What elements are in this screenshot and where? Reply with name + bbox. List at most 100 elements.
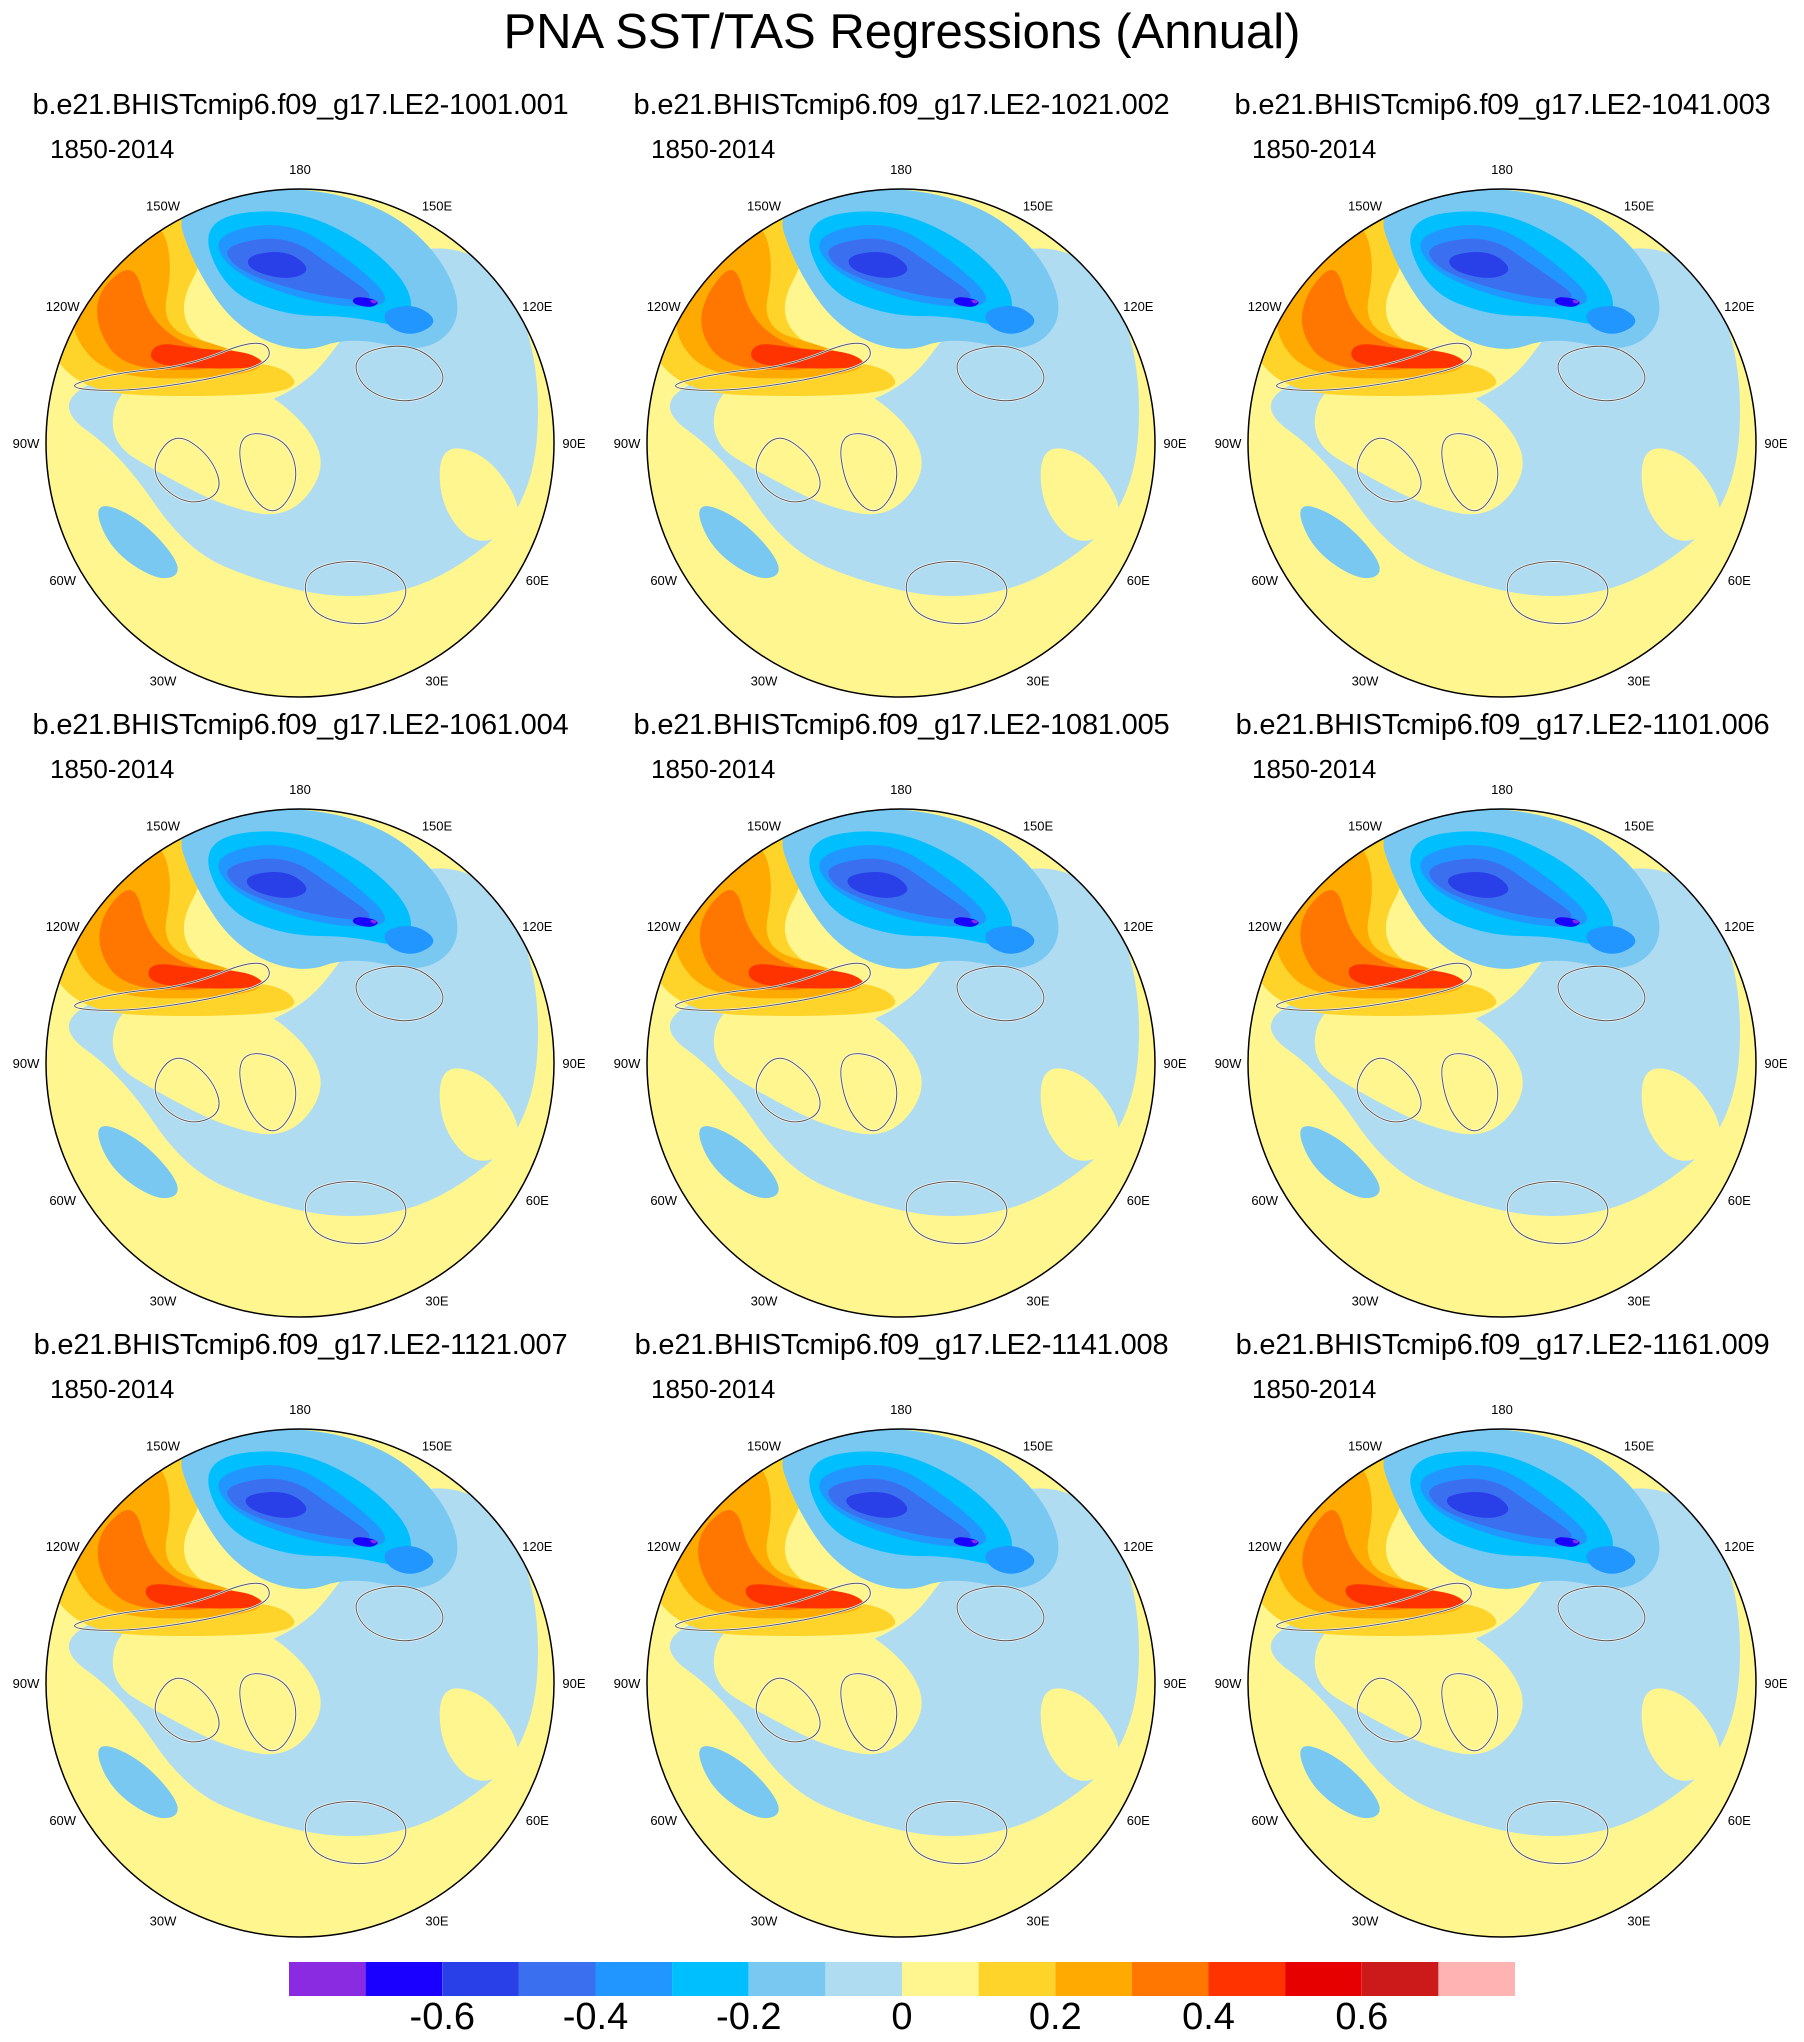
longitude-label: 150W xyxy=(747,819,782,834)
panel-period-label: 1850-2014 xyxy=(50,1374,175,1404)
longitude-label: 60W xyxy=(1251,1193,1278,1208)
panel-title: b.e21.BHISTcmip6.f09_g17.LE2-1041.003 xyxy=(1234,89,1771,121)
map-panel: b.e21.BHISTcmip6.f09_g17.LE2-1061.004 185… xyxy=(0,706,601,1326)
colorbar-swatch xyxy=(442,1962,519,1996)
panel-title: b.e21.BHISTcmip6.f09_g17.LE2-1161.009 xyxy=(1235,1329,1770,1361)
longitude-label: 150W xyxy=(1348,819,1383,834)
map-panel: b.e21.BHISTcmip6.f09_g17.LE2-1161.009 185… xyxy=(1202,1326,1803,1946)
map-frame xyxy=(1247,188,1757,698)
colorbar-swatch xyxy=(672,1962,749,1996)
longitude-label: 180 xyxy=(289,782,311,797)
longitude-label: 120E xyxy=(522,299,553,314)
longitude-label: 150W xyxy=(747,1439,782,1454)
longitude-label: 60E xyxy=(1127,573,1150,588)
longitude-label: 120E xyxy=(522,1539,553,1554)
longitude-label: 120E xyxy=(1724,1539,1755,1554)
longitude-label: 150E xyxy=(1624,1439,1655,1454)
longitude-label: 60E xyxy=(526,1813,549,1828)
polar-map: 180150E120E90E60E30E030W60W90W120W150W xyxy=(0,746,601,1326)
panel-period-label: 1850-2014 xyxy=(651,754,776,784)
longitude-label: 120W xyxy=(46,299,81,314)
longitude-label: 30E xyxy=(1026,1913,1049,1928)
longitude-label: 90W xyxy=(614,1676,641,1691)
longitude-label: 180 xyxy=(289,1402,311,1417)
longitude-label: 120W xyxy=(46,919,81,934)
longitude-label: 90E xyxy=(1163,1056,1186,1071)
colorbar-swatch xyxy=(1438,1962,1515,1996)
longitude-label: 120E xyxy=(1123,1539,1154,1554)
longitude-label: 60E xyxy=(1728,1813,1751,1828)
longitude-label: 120E xyxy=(1123,919,1154,934)
longitude-label: 60E xyxy=(1127,1193,1150,1208)
longitude-label: 90E xyxy=(562,1056,585,1071)
longitude-label: 120W xyxy=(647,299,682,314)
colorbar-tick-label: 0.6 xyxy=(1335,1996,1389,2038)
longitude-label: 120W xyxy=(647,919,682,934)
longitude-label: 180 xyxy=(1491,782,1513,797)
regression-field xyxy=(46,189,554,697)
map-frame xyxy=(45,1428,555,1938)
map-panel: b.e21.BHISTcmip6.f09_g17.LE2-1081.005 185… xyxy=(601,706,1202,1326)
panel-period-label: 1850-2014 xyxy=(1252,134,1377,164)
longitude-label: 150W xyxy=(747,199,782,214)
colorbar-swatch xyxy=(978,1962,1056,1996)
longitude-label: 120E xyxy=(1724,299,1755,314)
figure-title: PNA SST/TAS Regressions (Annual) xyxy=(503,5,1301,59)
map-panel: b.e21.BHISTcmip6.f09_g17.LE2-1101.006 185… xyxy=(1202,706,1803,1326)
panel-period-label: 1850-2014 xyxy=(50,134,175,164)
map-frame xyxy=(646,1428,1156,1938)
longitude-label: 60E xyxy=(526,1193,549,1208)
longitude-label: 120W xyxy=(1248,1539,1283,1554)
colorbar-swatch xyxy=(1131,1962,1209,1996)
longitude-label: 90E xyxy=(1764,1056,1787,1071)
longitude-label: 150W xyxy=(1348,199,1383,214)
longitude-label: 30W xyxy=(1352,673,1379,688)
longitude-label: 180 xyxy=(890,1402,912,1417)
longitude-label: 30W xyxy=(1352,1913,1379,1928)
colorbar-swatch xyxy=(365,1962,443,1996)
colorbar-swatch xyxy=(1361,1962,1439,1996)
polar-map: 180150E120E90E60E30E030W60W90W120W150W xyxy=(601,746,1202,1326)
longitude-label: 150E xyxy=(422,819,453,834)
longitude-label: 150W xyxy=(146,1439,181,1454)
longitude-label: 60W xyxy=(650,1193,677,1208)
longitude-label: 90W xyxy=(614,1056,641,1071)
longitude-label: 150W xyxy=(1348,1439,1383,1454)
longitude-label: 180 xyxy=(890,162,912,177)
panel-title: b.e21.BHISTcmip6.f09_g17.LE2-1121.007 xyxy=(33,1329,568,1361)
panel-title: b.e21.BHISTcmip6.f09_g17.LE2-1141.008 xyxy=(634,1329,1169,1361)
longitude-label: 90W xyxy=(1215,1676,1242,1691)
map-frame xyxy=(646,808,1156,1318)
longitude-label: 60E xyxy=(526,573,549,588)
longitude-label: 30W xyxy=(751,1293,778,1308)
longitude-label: 90E xyxy=(1764,436,1787,451)
panel-period-label: 1850-2014 xyxy=(651,134,776,164)
colorbar-swatch xyxy=(902,1962,979,1996)
longitude-label: 90W xyxy=(13,436,40,451)
longitude-label: 30E xyxy=(1627,1913,1650,1928)
longitude-label: 180 xyxy=(1491,1402,1513,1417)
panel-title: b.e21.BHISTcmip6.f09_g17.LE2-1021.002 xyxy=(633,89,1170,121)
longitude-label: 30W xyxy=(150,1293,177,1308)
colorbar-tick-label: 0.2 xyxy=(1028,1996,1082,2038)
polar-map: 180150E120E90E60E30E030W60W90W120W150W xyxy=(1202,746,1803,1326)
longitude-label: 60W xyxy=(49,573,76,588)
longitude-label: 30E xyxy=(1627,673,1650,688)
polar-map: 180150E120E90E60E30E030W60W90W120W150W xyxy=(601,1366,1202,1946)
polar-map: 180150E120E90E60E30E030W60W90W120W150W xyxy=(0,1366,601,1946)
longitude-label: 180 xyxy=(890,782,912,797)
longitude-label: 150E xyxy=(422,199,453,214)
longitude-label: 90E xyxy=(562,1676,585,1691)
longitude-label: 150E xyxy=(1624,199,1655,214)
longitude-label: 150W xyxy=(146,819,181,834)
polar-map: 180150E120E90E60E30E030W60W90W120W150W xyxy=(1202,1366,1803,1946)
map-panel: b.e21.BHISTcmip6.f09_g17.LE2-1121.007 185… xyxy=(0,1326,601,1946)
panel-title: b.e21.BHISTcmip6.f09_g17.LE2-1061.004 xyxy=(32,709,569,741)
colorbar-tick-label: 0 xyxy=(891,1996,913,2038)
regression-field xyxy=(647,189,1155,697)
longitude-label: 30E xyxy=(1026,673,1049,688)
polar-map: 180150E120E90E60E30E030W60W90W120W150W xyxy=(1202,126,1803,706)
regression-field xyxy=(1248,1429,1756,1937)
map-panel: b.e21.BHISTcmip6.f09_g17.LE2-1141.008 185… xyxy=(601,1326,1202,1946)
colorbar-swatch xyxy=(1055,1962,1132,1996)
